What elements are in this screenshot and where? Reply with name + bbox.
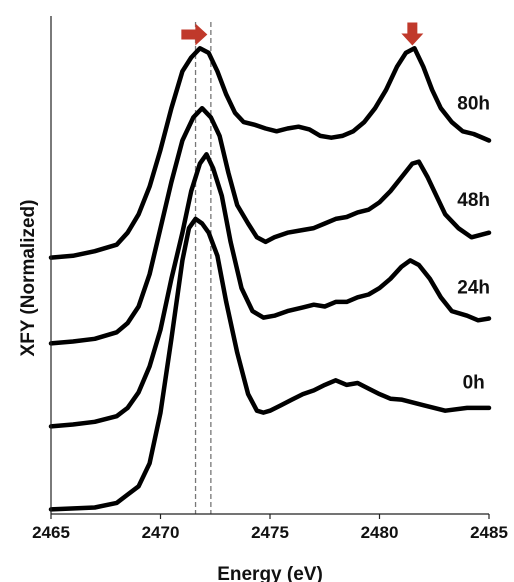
series-line-0h xyxy=(48,216,492,512)
arrow-right-icon xyxy=(181,23,208,46)
series-line-24h xyxy=(48,152,492,429)
series-label: 0h xyxy=(463,373,485,394)
x-tick-labels: 2465 2470 2475 2480 2485 xyxy=(32,514,508,542)
axes xyxy=(50,16,489,515)
x-tick-label: 2465 xyxy=(32,523,70,542)
series-labels: 0h 24h 48h 80h xyxy=(457,93,490,393)
x-tick-label: 2480 xyxy=(361,523,399,542)
marker-arrows xyxy=(181,22,424,46)
series-line-80h xyxy=(48,46,492,260)
x-tick-label: 2475 xyxy=(251,523,289,542)
y-axis-label: XFY (Normalized) xyxy=(18,200,39,357)
series-label: 80h xyxy=(457,93,490,114)
x-axis-label: Energy (eV) xyxy=(217,564,323,582)
arrow-down-icon xyxy=(401,22,424,46)
series-line-48h xyxy=(48,105,492,346)
x-tick-label: 2470 xyxy=(142,523,180,542)
series-label: 24h xyxy=(457,278,490,299)
series-lines xyxy=(48,46,492,512)
x-tick-label: 2485 xyxy=(470,523,508,542)
series-label: 48h xyxy=(457,190,490,211)
reference-lines xyxy=(194,22,212,514)
